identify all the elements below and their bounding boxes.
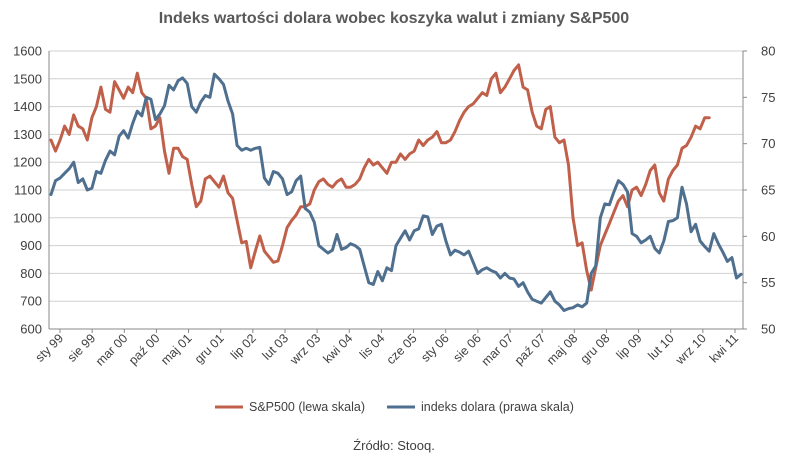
right-y-tick-label: 75 xyxy=(761,90,775,105)
x-tick-label: cze 05 xyxy=(384,331,420,367)
x-tick-label: paź 00 xyxy=(126,331,162,367)
series-line-dollar-index xyxy=(49,72,743,312)
right-y-tick-label: 55 xyxy=(761,275,775,290)
x-tick-label: kwi 11 xyxy=(707,331,741,365)
series-lines xyxy=(49,63,743,312)
x-tick-label: wrz 03 xyxy=(287,331,324,368)
x-tick-label: paź 07 xyxy=(512,331,548,367)
x-tick-label: lip 02 xyxy=(228,331,259,362)
x-tick-label: wrz 10 xyxy=(672,331,709,368)
right-y-tick-label: 65 xyxy=(761,183,775,198)
x-tick-label: mar 00 xyxy=(93,331,130,368)
left-y-axis-ticks: 600 700 800 900 1000 1100 1200 1300 1400 1500 1600 xyxy=(13,44,42,337)
source-note: Źródło: Stooq. xyxy=(353,438,435,453)
x-tick-label: kwi 04 xyxy=(320,331,355,366)
left-y-tick-label: 600 xyxy=(20,322,42,337)
x-tick-label: lut 03 xyxy=(260,331,292,363)
legend-label: S&P500 (lewa skala) xyxy=(249,400,365,414)
left-y-tick-label: 1100 xyxy=(14,183,42,198)
x-tick-label: maj 08 xyxy=(544,331,580,367)
left-y-tick-label: 1600 xyxy=(13,44,42,59)
x-tick-label: gru 01 xyxy=(192,331,227,366)
right-y-tick-label: 50 xyxy=(761,322,775,337)
left-y-tick-label: 1000 xyxy=(13,210,42,225)
left-y-tick-label: 1400 xyxy=(13,99,42,114)
right-y-tick-label: 70 xyxy=(761,136,775,151)
series-line-sp500 xyxy=(49,63,711,292)
left-y-tick-label: 800 xyxy=(20,266,42,281)
left-y-tick-label: 1300 xyxy=(13,127,42,142)
left-y-tick-label: 1500 xyxy=(13,71,42,86)
right-y-axis-ticks: 50 55 60 65 70 75 80 xyxy=(743,44,775,337)
x-tick-label: sty 06 xyxy=(418,331,452,365)
x-tick-label: mar 07 xyxy=(479,331,516,368)
x-tick-label: maj 01 xyxy=(158,331,194,367)
left-y-tick-label: 900 xyxy=(20,238,42,253)
legend-label: indeks dolara (prawa skala) xyxy=(421,400,574,414)
left-y-tick-label: 700 xyxy=(20,294,42,309)
left-y-tick-label: 1200 xyxy=(13,155,42,170)
right-y-tick-label: 80 xyxy=(761,44,775,59)
x-tick-label: gru 08 xyxy=(578,331,613,366)
chart-title: Indeks wartości dolara wobec koszyka wal… xyxy=(159,10,630,27)
x-tick-label: lut 10 xyxy=(645,331,677,363)
legend: S&P500 (lewa skala) indeks dolara (prawa … xyxy=(215,400,574,414)
gridlines xyxy=(49,50,743,302)
right-y-tick-label: 60 xyxy=(761,229,775,244)
x-tick-label: lip 09 xyxy=(614,331,645,362)
